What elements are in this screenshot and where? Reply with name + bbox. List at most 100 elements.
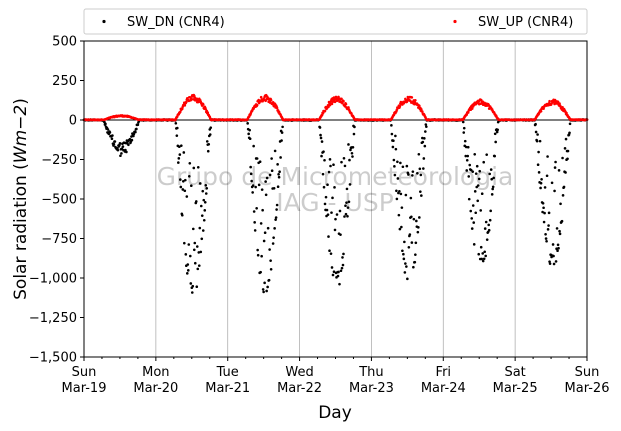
sw-dn-point <box>408 233 412 236</box>
sw-dn-point <box>554 160 557 164</box>
sw-dn-point <box>188 254 192 258</box>
sw-dn-point <box>392 158 396 162</box>
sw-dn-point <box>196 165 200 169</box>
sw-dn-point <box>493 154 496 158</box>
x-tick-day-mar-21: Tue <box>216 365 239 380</box>
sw-dn-point <box>248 128 251 132</box>
sw-up-point <box>483 101 487 105</box>
sw-dn-point <box>196 267 200 271</box>
sw-dn-point <box>197 264 201 267</box>
sw-dn-point <box>546 155 549 158</box>
sw-dn-point <box>542 206 545 210</box>
sw-dn-point <box>410 241 414 244</box>
sw-dn-point <box>332 270 336 273</box>
sw-up-point <box>347 106 350 109</box>
sw-dn-point <box>463 139 467 143</box>
x-axis-ticks: SunMar-19MonMar-20TueMar-21WedMar-22ThuM… <box>62 357 609 396</box>
sw-dn-point <box>406 277 409 281</box>
sw-up-point <box>420 107 423 111</box>
sw-dn-point <box>178 145 181 149</box>
sw-dn-point <box>488 172 491 176</box>
sw-dn-point <box>204 183 208 187</box>
sw-dn-point <box>121 145 125 148</box>
sw-dn-point <box>404 262 407 265</box>
sw-dn-point <box>197 251 201 254</box>
x-tick-day-mar-23: Thu <box>358 365 383 380</box>
sw-dn-point <box>256 253 260 257</box>
sw-dn-point <box>538 139 542 143</box>
sw-dn-point <box>559 202 562 206</box>
sw-dn-point <box>401 165 405 169</box>
sw-dn-point <box>481 252 485 255</box>
x-tick-day-mar-25: Sat <box>504 365 525 380</box>
sw-up-point <box>558 102 561 105</box>
sw-dn-point <box>323 158 326 162</box>
sw-dn-point <box>561 194 565 197</box>
sw-dn-point <box>541 201 545 205</box>
sw-dn-point <box>340 266 344 270</box>
sw-up-point <box>259 95 263 99</box>
sw-dn-point <box>119 154 122 158</box>
sw-dn-point <box>329 252 333 255</box>
sw-dn-point <box>319 136 323 140</box>
sw-dn-point <box>320 154 323 158</box>
sw-dn-point <box>494 140 497 144</box>
sw-up-point <box>321 112 325 115</box>
sw-dn-point <box>492 176 495 180</box>
sw-dn-point <box>270 169 274 173</box>
sw-dn-point <box>275 208 278 211</box>
legend-marker-sw-dn <box>102 19 106 24</box>
sw-dn-point <box>345 187 349 191</box>
sw-dn-point <box>474 172 478 175</box>
sw-dn-point <box>262 239 266 243</box>
sw-up-point <box>332 96 336 99</box>
y-tick-label--1500: −1,500 <box>29 351 77 366</box>
sw-dn-point <box>182 180 185 183</box>
sw-dn-point <box>471 204 475 207</box>
sw-dn-point <box>341 263 345 267</box>
sw-dn-point <box>262 290 265 294</box>
sw-dn-point <box>479 245 483 249</box>
sw-dn-point <box>399 161 402 165</box>
sw-dn-point <box>176 126 179 130</box>
sw-dn-point <box>491 185 495 189</box>
sw-dn-point <box>470 227 474 230</box>
sw-dn-point <box>339 269 343 273</box>
sw-up-point <box>183 104 187 107</box>
sw-dn-point <box>112 142 116 146</box>
sw-dn-point <box>189 282 193 285</box>
sw-dn-point <box>562 185 566 189</box>
watermark-line-2: IAG - USP <box>276 188 394 217</box>
sw-dn-point <box>350 151 354 155</box>
sw-dn-point <box>178 153 182 156</box>
sw-up-point <box>179 110 182 114</box>
sw-dn-point <box>417 226 420 229</box>
sw-dn-point <box>332 163 335 166</box>
sw-dn-point <box>337 270 340 274</box>
sw-dn-point <box>543 211 546 215</box>
sw-dn-point <box>274 216 278 219</box>
sw-up-point <box>344 102 348 106</box>
sw-dn-point <box>346 214 349 218</box>
x-tick-date-mar-21: Mar-21 <box>205 381 250 396</box>
sw-dn-point <box>537 150 540 154</box>
sw-dn-point <box>537 171 541 174</box>
sw-dn-point <box>405 164 409 168</box>
sw-dn-point <box>398 189 401 193</box>
sw-dn-point <box>113 140 117 143</box>
x-tick-date-mar-19: Mar-19 <box>62 381 107 396</box>
legend-marker-sw-up <box>453 19 457 24</box>
sw-dn-point <box>472 243 476 246</box>
sw-dn-point <box>489 209 492 213</box>
sw-dn-point <box>174 121 178 125</box>
sw-up-point <box>465 113 469 116</box>
sw-dn-point <box>556 249 559 252</box>
sw-dn-point <box>491 187 494 191</box>
sw-dn-point <box>485 238 489 241</box>
sw-dn-point <box>556 243 560 247</box>
sw-dn-point <box>264 180 267 183</box>
sw-up-point <box>255 103 259 107</box>
sw-dn-point <box>547 224 550 227</box>
sw-dn-point <box>400 225 403 229</box>
y-tick-label--250: −250 <box>41 153 77 168</box>
